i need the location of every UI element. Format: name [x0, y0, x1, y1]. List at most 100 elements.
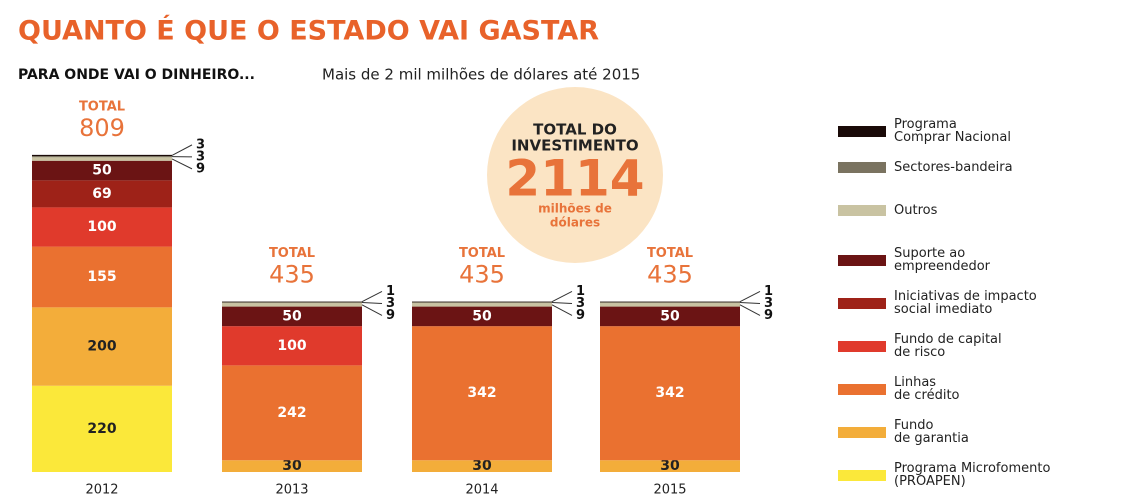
bar-segment [32, 307, 172, 386]
total-label: TOTAL [459, 246, 505, 261]
bar-segment [32, 160, 172, 181]
label-connector [361, 304, 383, 316]
total-value: 809 [79, 114, 125, 142]
data-label: 3 [576, 296, 585, 311]
bar-segment [222, 365, 362, 461]
legend-label: Outros [894, 203, 938, 218]
total-value: 435 [459, 260, 505, 288]
bar-segment [412, 301, 552, 304]
bar-segment [600, 460, 740, 472]
data-label: 3 [764, 296, 773, 311]
legend-item: Linhas de crédito [838, 376, 960, 402]
badge-unit: dólares [550, 216, 600, 230]
data-label: 50 [472, 308, 492, 324]
bar-segment [222, 460, 362, 472]
bar-segment [32, 207, 172, 247]
legend-item: Outros [838, 204, 937, 217]
data-label: 30 [660, 458, 680, 474]
bar-segment [32, 156, 172, 158]
data-label: 30 [282, 458, 302, 474]
bar-segment [222, 306, 362, 327]
data-label: 242 [277, 405, 306, 421]
bar-segment [32, 157, 172, 161]
data-label: 220 [87, 421, 116, 437]
label-connector [551, 291, 573, 303]
badge-title: INVESTIMENTO [511, 137, 638, 155]
legend-item: Suporte ao empreendedor [838, 247, 990, 273]
bar-segment [600, 326, 740, 461]
label-connector [739, 291, 761, 303]
data-label: 9 [386, 308, 395, 323]
legend-label: Fundo de garantia [894, 418, 969, 446]
legend-label: Iniciativas de impacto social imediato [894, 289, 1037, 317]
legend-swatch [838, 469, 886, 481]
bar-segment [222, 303, 362, 307]
legend-item: Programa Comprar Nacional [838, 118, 1011, 144]
legend-item: Fundo de garantia [838, 419, 969, 445]
badge-value: 2114 [505, 150, 644, 208]
legend-swatch [838, 254, 886, 266]
legend-item: Iniciativas de impacto social imediato [838, 290, 1037, 316]
badge-circle [487, 87, 663, 263]
legend-label: Linhas de crédito [894, 375, 960, 403]
label-connector [551, 304, 573, 316]
chart-title: QUANTO É QUE O ESTADO VAI GASTAR [18, 15, 599, 47]
bar-segment [600, 303, 740, 307]
data-label: 9 [196, 161, 205, 176]
label-connector [171, 158, 193, 170]
x-tick-label: 2014 [465, 483, 498, 498]
bar-segment [600, 306, 740, 327]
data-label: 50 [282, 308, 302, 324]
data-label: 69 [92, 186, 111, 202]
data-label: 9 [764, 308, 773, 323]
subtitle-bold: PARA ONDE VAI O DINHEIRO... [18, 67, 255, 83]
bar-segment [32, 180, 172, 208]
data-label: 342 [655, 385, 684, 401]
bar-segment [412, 326, 552, 461]
legend-item: Programa Microfomento (PROAPEN) [838, 462, 1050, 488]
x-tick-label: 2013 [275, 483, 308, 498]
bar-segment [600, 301, 740, 304]
bar-segment [412, 460, 552, 472]
total-value: 435 [647, 260, 693, 288]
data-label: 342 [467, 385, 496, 401]
bar-segment [32, 385, 172, 472]
legend-item: Sectores-bandeira [838, 161, 1013, 174]
bar-segment [32, 154, 172, 157]
legend-label: Programa Comprar Nacional [894, 117, 1011, 145]
data-label: 3 [196, 149, 205, 164]
legend-swatch [838, 297, 886, 309]
data-label: 1 [386, 284, 395, 299]
label-connector [739, 301, 761, 304]
legend-label: Fundo de capital de risco [894, 332, 1002, 360]
legend-label: Sectores-bandeira [894, 160, 1013, 175]
bar-segment [412, 306, 552, 327]
data-label: 100 [87, 219, 116, 235]
total-label: TOTAL [269, 246, 315, 261]
legend-swatch [838, 383, 886, 395]
legend-swatch [838, 426, 886, 438]
bar-segment [32, 246, 172, 308]
total-label: TOTAL [79, 99, 125, 114]
label-connector [361, 291, 383, 303]
legend-swatch [838, 340, 886, 352]
data-label: 3 [196, 137, 205, 152]
label-connector [739, 304, 761, 316]
data-label: 155 [87, 269, 116, 285]
data-label: 100 [277, 338, 306, 354]
badge-unit: milhões de [538, 202, 612, 216]
bar-segment [412, 303, 552, 307]
total-value: 435 [269, 260, 315, 288]
label-connector [171, 144, 193, 156]
data-label: 30 [472, 458, 492, 474]
x-tick-label: 2012 [85, 483, 118, 498]
x-tick-label: 2015 [653, 483, 686, 498]
legend-label: Programa Microfomento (PROAPEN) [894, 461, 1051, 489]
data-label: 50 [660, 308, 680, 324]
bar-segment [222, 301, 362, 304]
legend-swatch [838, 125, 886, 137]
data-label: 200 [87, 339, 116, 355]
badge-title: TOTAL DO [533, 121, 617, 139]
